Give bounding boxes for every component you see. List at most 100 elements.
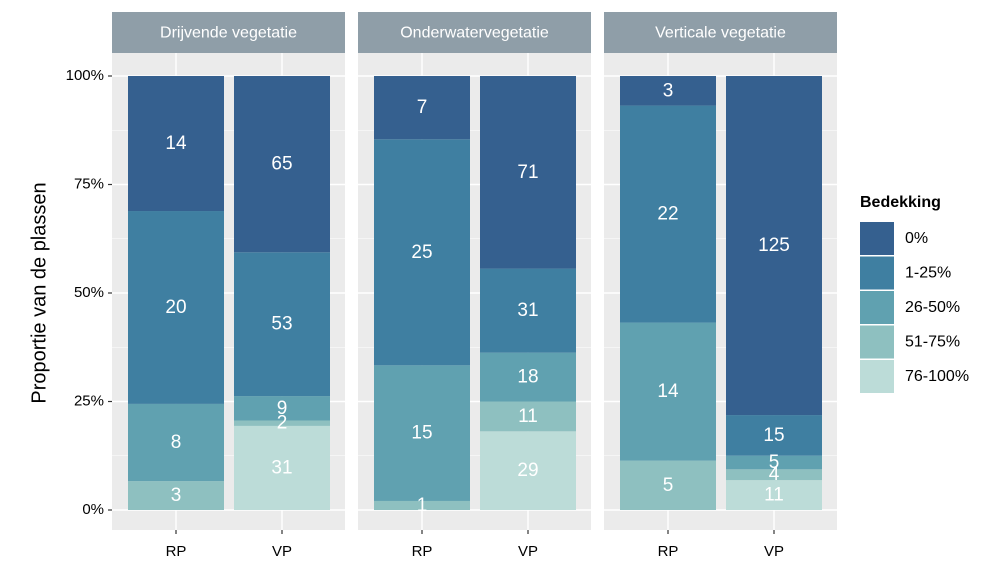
bar-segment-26-50 [480,352,576,402]
bar-data-label: 31 [517,300,538,321]
bar-data-label: 11 [518,406,538,427]
bar-segment-0 [128,76,224,212]
y-tick-label: 100% [66,67,104,84]
bar-data-label: 25 [411,242,432,263]
bar-data-label: 65 [271,154,292,175]
legend-label: 26-50% [905,299,960,316]
bar-data-label: 53 [271,314,292,335]
facet-strip [112,12,345,53]
legend-swatch [860,256,894,290]
bar-data-label: 29 [517,460,538,481]
bar-segment-0 [374,76,470,140]
facet-title: Verticale vegetatie [655,25,786,42]
x-tick-label: RP [166,543,187,560]
bar-segment-0 [234,76,330,253]
bar-data-label: 8 [171,432,182,453]
legend-label: 51-75% [905,334,960,351]
bar-segment-51-75 [128,481,224,510]
y-axis-title: Proportie van de plassen [28,182,50,403]
legend-item-51-75: 51-75% [860,325,960,359]
bar-segment-51-75 [480,401,576,432]
bar-segment-1-25 [128,211,224,404]
legend-swatch [860,325,894,359]
bar-segment-1-25 [374,139,470,366]
bar-segment-51-75 [620,460,716,510]
facet-strip [358,12,591,53]
bar-data-label: 71 [517,162,538,183]
facet-onderwatervegetatie: Onderwatervegetatie 1 15 25 7 RP 29 11 18 31 71 VP [358,12,591,560]
bar-segment-0 [620,76,716,106]
bar-segment-0 [726,76,822,416]
legend-label: 0% [905,230,928,247]
y-tick-label: 50% [74,284,104,301]
bar-segment-26-50 [374,365,470,501]
legend-item-0: 0% [860,222,928,255]
facet-drijvende-vegetatie: Drijvende vegetatie 3 8 20 14 RP 31 29 53 65 VP [112,12,345,560]
facet-title: Onderwatervegetatie [400,25,549,42]
bar-rp: 3 8 20 14 [128,76,224,510]
legend: Bedekking 0% 1-25% 26-50% 51-75% 76-100% [860,194,969,393]
legend-swatch [860,291,894,324]
bar-data-label: 11 [764,485,784,506]
bar-segment-51-75 [374,500,470,510]
bar-data-label: 1 [417,495,428,516]
bar-segment-76-100 [480,431,576,510]
y-tick-label: 0% [82,501,104,518]
x-tick-label: RP [412,543,433,560]
bar-data-label: 31 [271,457,292,478]
bar-segment-76-100 [726,480,822,510]
y-axis: 0% 25% 50% 75% 100% [66,67,112,518]
bar-data-label: 15 [411,423,432,444]
legend-swatch [860,222,894,255]
bar-segment-1-25 [620,105,716,323]
bar-data-label: 125 [758,235,790,256]
bar-segment-51-75 [234,420,330,426]
bar-data-label: 3 [171,485,182,506]
bar-data-label: 2 [277,413,288,434]
legend-swatch [860,360,894,393]
bar-segment-26-50 [620,322,716,461]
bar-vp: 29 11 18 31 71 [480,76,576,510]
facet-title: Drijvende vegetatie [160,25,297,42]
bar-data-label: 18 [517,367,538,388]
bar-segment-26-50 [234,396,330,421]
bar-segment-0 [480,76,576,269]
x-tick-label: RP [658,543,679,560]
bar-segment-1-25 [726,415,822,456]
bar-data-label: 9 [277,398,288,419]
bar-data-label: 20 [165,297,186,318]
bar-segment-1-25 [480,268,576,353]
legend-label: 1-25% [905,265,951,282]
bar-vp: 31 29 53 65 [234,76,330,510]
x-tick-label: VP [764,543,784,560]
bar-data-label: 14 [165,133,187,154]
bar-data-label: 14 [657,381,679,402]
bar-data-label: 3 [663,80,674,101]
y-tick-label: 25% [74,392,104,409]
legend-item-26-50: 26-50% [860,291,960,324]
bar-segment-76-100 [234,425,330,510]
bar-data-label: 7 [417,97,428,118]
facet-strip [604,12,837,53]
y-tick-label: 75% [74,175,104,192]
legend-label: 76-100% [905,368,969,385]
bar-data-label: 5 [769,452,780,473]
legend-item-76-100: 76-100% [860,360,969,393]
facet-panels: Drijvende vegetatie382014RP31295365VPOnd… [112,12,837,560]
legend-item-1-25: 1-25% [860,256,951,290]
bar-segment-1-25 [234,252,330,397]
x-tick-label: VP [272,543,292,560]
bar-data-label: 15 [763,425,784,446]
bar-rp: 5 14 22 3 [620,76,716,510]
bar-segment-26-50 [128,403,224,482]
bar-data-label: 5 [663,475,674,496]
legend-title: Bedekking [860,194,941,211]
bar-rp: 1 15 25 7 [374,76,470,516]
bar-data-label: 22 [657,204,678,225]
bar-segment-26-50 [726,455,822,470]
x-tick-label: VP [518,543,538,560]
bar-segment-51-75 [726,469,822,481]
